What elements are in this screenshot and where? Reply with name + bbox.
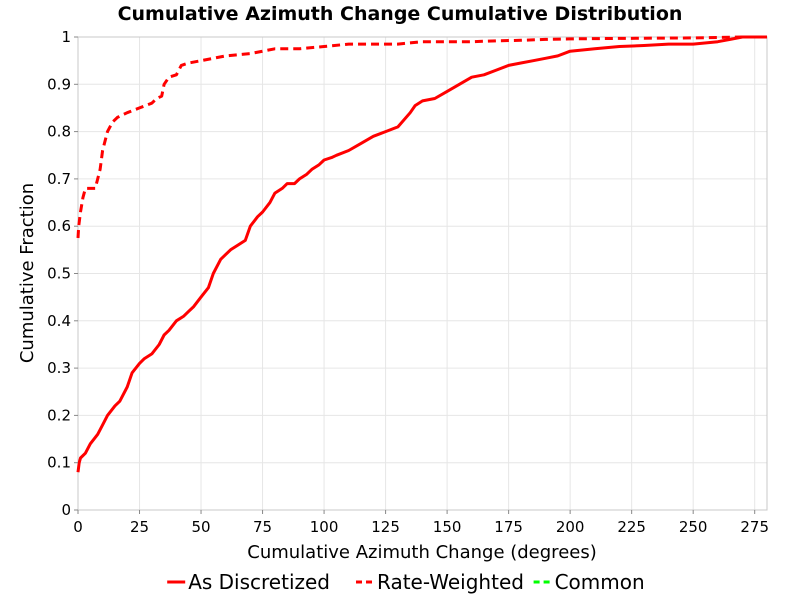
series-layer [76,35,767,473]
y-tick-label: 0.9 [47,75,71,93]
chart-title: Cumulative Azimuth Change Cumulative Dis… [118,3,683,25]
y-tick-label: 0.4 [47,312,71,330]
y-tick-label: 0 [61,501,71,519]
x-axis-label: Cumulative Azimuth Change (degrees) [247,542,597,563]
x-tick-label: 75 [253,518,272,536]
y-axis-ticks: 0 0.1 0.2 0.3 0.4 0.5 0.6 0.7 0.8 0.9 1 [47,28,78,519]
x-tick-label: 150 [433,518,462,536]
y-tick-label: 0.2 [47,406,71,424]
x-tick-label: 200 [556,518,585,536]
x-tick-label: 175 [494,518,523,536]
grid [77,36,767,511]
legend: As Discretized Rate-Weighted Common [167,570,645,594]
y-tick-label: 0.6 [47,217,71,235]
y-tick-label: 0.7 [47,170,71,188]
x-axis-ticks: 0 25 50 75 100 125 150 175 200 225 250 275 [73,510,769,536]
x-tick-label: 250 [679,518,708,536]
y-tick-label: 0.3 [47,359,71,377]
legend-label-1: Rate-Weighted [377,570,524,594]
legend-label-0: As Discretized [188,570,330,594]
x-tick-label: 0 [73,518,83,536]
y-tick-label: 0.8 [47,123,71,141]
x-tick-label: 225 [617,518,646,536]
x-tick-label: 100 [310,518,339,536]
y-axis-label: Cumulative Fraction [17,183,38,363]
y-tick-label: 0.1 [47,454,71,472]
x-tick-label: 25 [130,518,149,536]
x-tick-label: 50 [191,518,210,536]
y-tick-label: 0.5 [47,265,71,283]
series-line-0 [76,35,767,473]
y-tick-label: 1 [61,28,71,46]
legend-label-2: Common [555,570,645,594]
x-tick-label: 125 [371,518,400,536]
x-tick-label: 275 [740,518,769,536]
series-line-1 [76,35,767,239]
